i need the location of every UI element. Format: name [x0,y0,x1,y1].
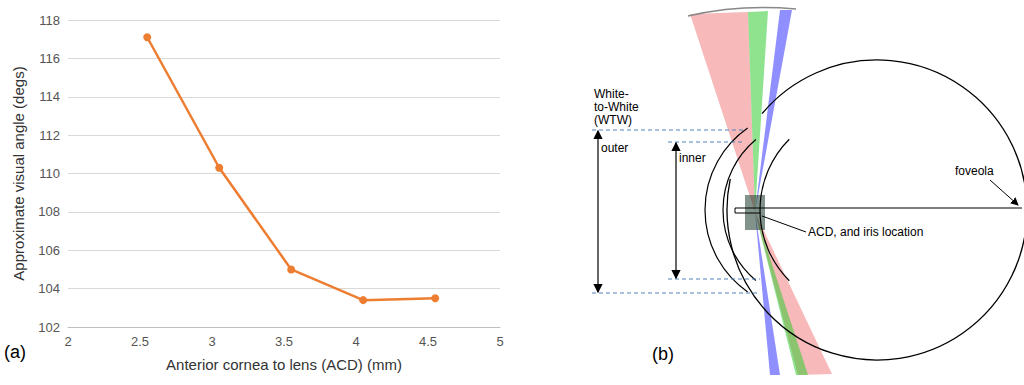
svg-text:110: 110 [39,166,60,181]
svg-text:3.5: 3.5 [275,334,293,349]
svg-text:outer: outer [601,141,628,155]
svg-text:118: 118 [39,13,60,28]
svg-text:4.5: 4.5 [419,334,437,349]
svg-text:108: 108 [38,204,60,219]
svg-text:5: 5 [496,334,503,349]
svg-text:114: 114 [39,89,60,104]
svg-text:foveola: foveola [955,164,994,178]
svg-text:2: 2 [64,334,71,349]
svg-text:112: 112 [39,128,60,143]
svg-text:2.5: 2.5 [131,334,149,349]
svg-text:White-: White- [594,87,629,101]
svg-text:inner: inner [679,151,706,165]
svg-text:(b): (b) [652,344,674,364]
svg-text:116: 116 [39,51,60,66]
svg-text:ACD, and iris location: ACD, and iris location [808,225,923,239]
svg-text:104: 104 [38,281,60,296]
svg-text:4: 4 [352,334,359,349]
svg-text:(a): (a) [4,342,26,362]
svg-text:Approximate visual angle (degs: Approximate visual angle (degs) [10,66,27,280]
svg-text:106: 106 [38,243,60,258]
svg-text:to-White: to-White [594,100,639,114]
svg-text:102: 102 [38,320,60,335]
svg-text:3: 3 [208,334,215,349]
svg-text:(WTW): (WTW) [594,113,632,127]
svg-text:Anterior cornea to lens (ACD): Anterior cornea to lens (ACD) (mm) [166,356,402,373]
